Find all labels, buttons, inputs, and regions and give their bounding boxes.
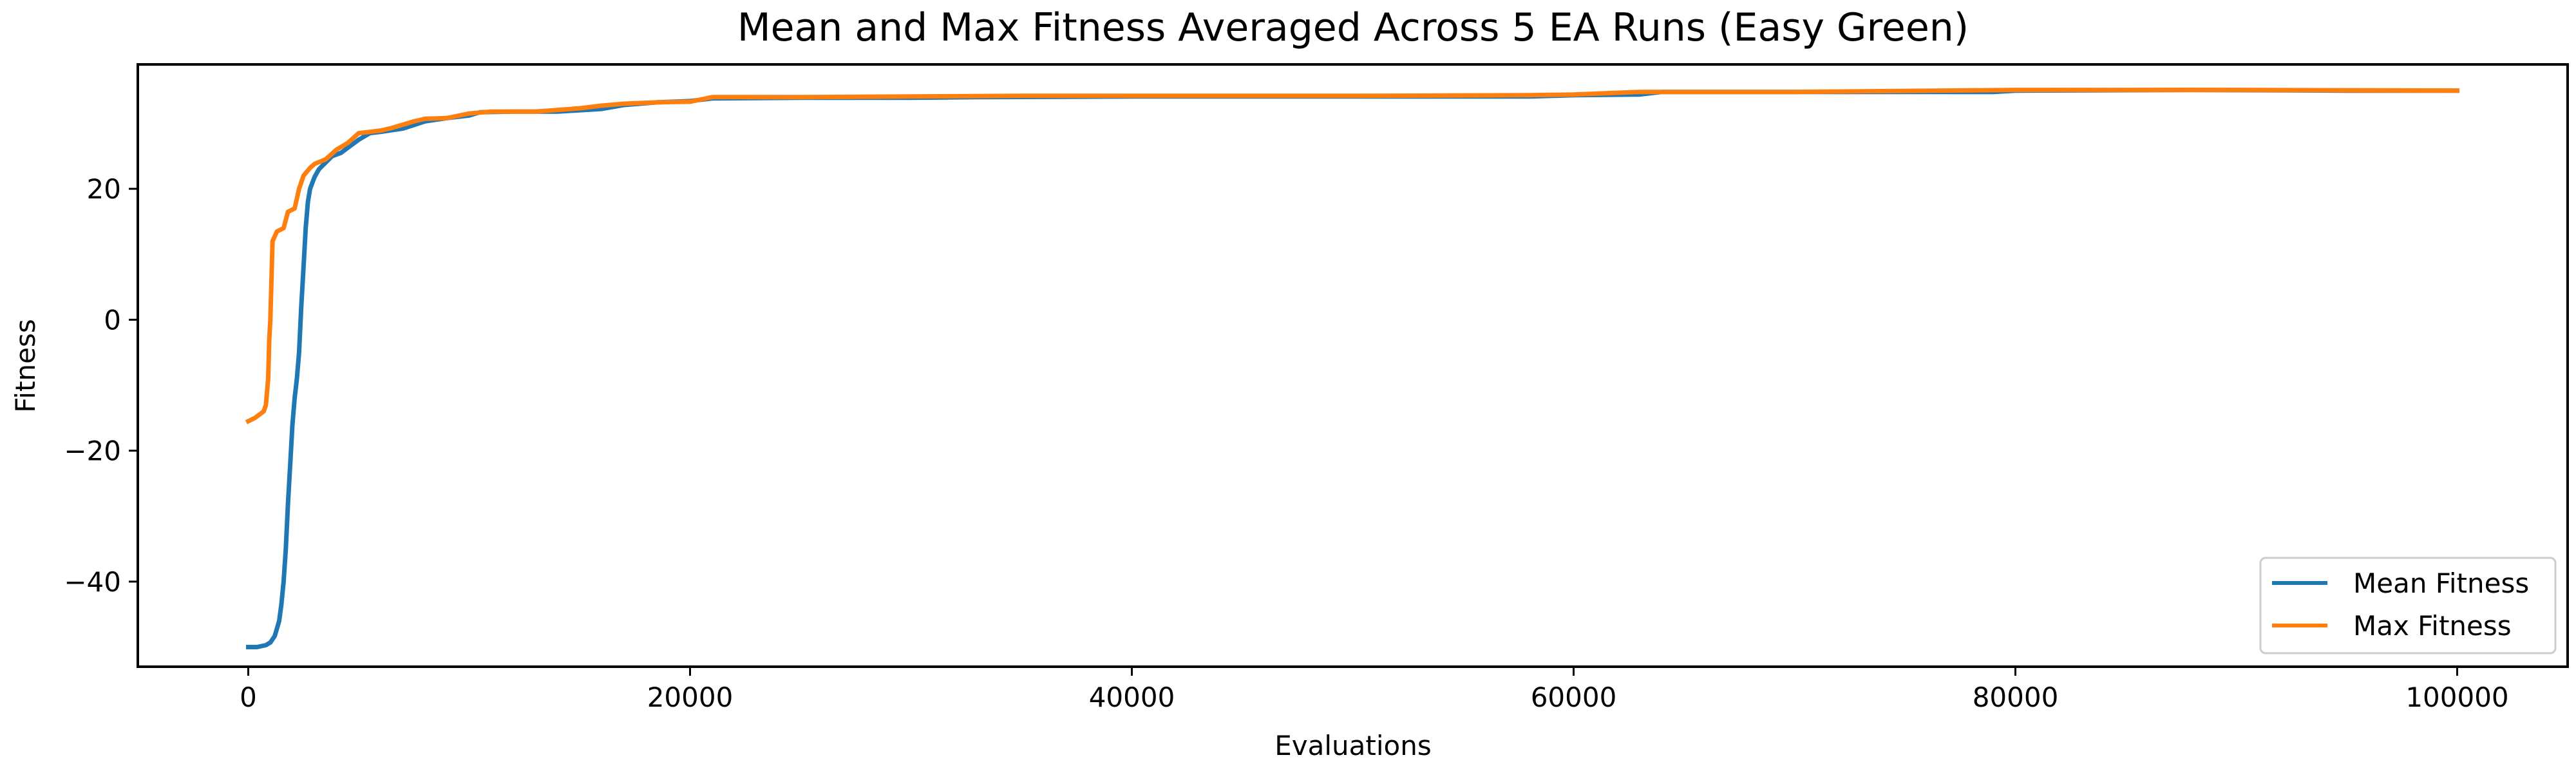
x-tick-label: 40000 <box>1089 682 1175 713</box>
legend-label-mean-fitness: Mean Fitness <box>2353 568 2529 599</box>
y-tick-label: 0 <box>104 304 121 336</box>
x-tick-label: 60000 <box>1531 682 1617 713</box>
x-tick-label: 20000 <box>647 682 734 713</box>
x-axis: 0 20000 40000 60000 80000 100000 <box>240 667 2509 713</box>
chart-title: Mean and Max Fitness Averaged Across 5 E… <box>737 5 1969 50</box>
y-axis: −40 −20 0 20 <box>64 173 138 598</box>
plot-area <box>137 63 2569 668</box>
x-tick-label: 0 <box>240 682 257 713</box>
y-axis-label: Fitness <box>10 319 41 412</box>
axes-frame <box>137 63 2569 668</box>
legend-box <box>2259 557 2557 654</box>
x-tick-label: 100000 <box>2405 682 2508 713</box>
y-tick-label: −40 <box>64 566 121 598</box>
series-line-max-fitness <box>245 88 2460 425</box>
series-layer <box>245 88 2460 649</box>
x-tick-label: 80000 <box>1973 682 2059 713</box>
x-axis-label: Evaluations <box>1274 730 1432 761</box>
y-tick-label: 20 <box>87 173 121 205</box>
y-tick-label: −20 <box>64 435 121 467</box>
legend: Mean Fitness Max Fitness <box>2259 557 2557 654</box>
legend-label-max-fitness: Max Fitness <box>2353 610 2512 642</box>
